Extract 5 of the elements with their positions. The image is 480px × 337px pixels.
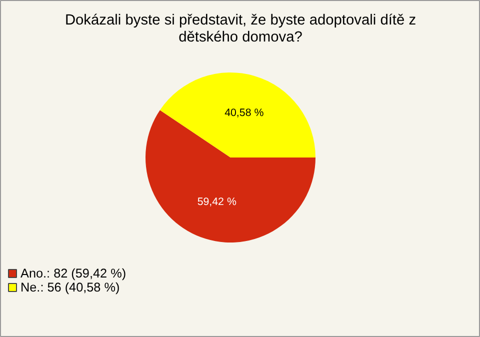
legend-label: Ano.: 82 (59,42 %) [20,266,126,280]
legend-label: Ne.: 56 (40,58 %) [20,280,120,294]
chart-title: Dokázali byste si představit, že byste adoptovali dítě z dětského domova? [64,12,416,46]
data-label: 40,58 % [224,106,264,119]
data-label: 59,42 % [197,196,237,208]
